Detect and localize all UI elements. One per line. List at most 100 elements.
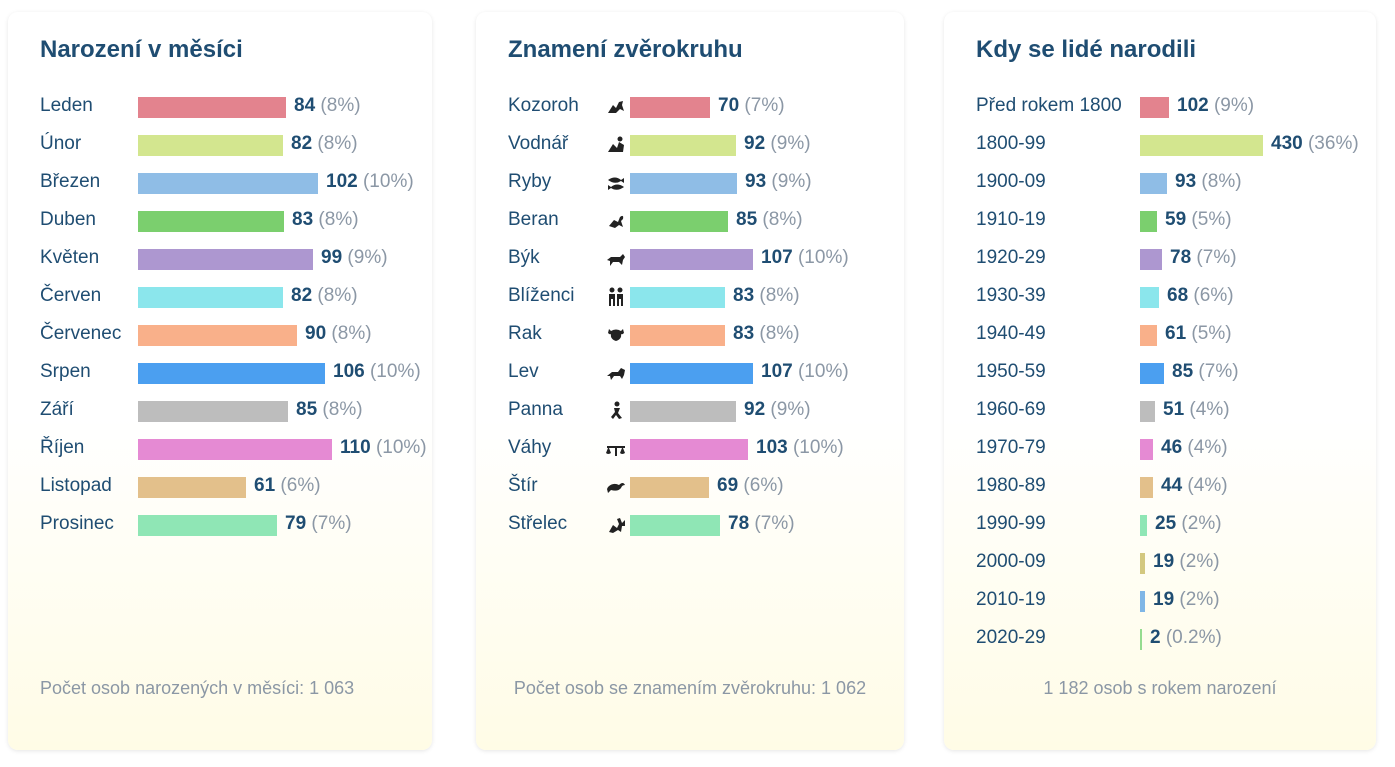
value-number: 85 bbox=[736, 209, 758, 230]
bar bbox=[138, 135, 283, 156]
bar-row-blizenci: Blíženci 83 (8%) bbox=[508, 279, 904, 317]
bar-row-brezen: Březen 102 (10%) bbox=[40, 165, 432, 203]
value-percent: (36%) bbox=[1307, 133, 1359, 154]
value-label: 79 (7%) bbox=[285, 513, 352, 535]
value-number: 430 bbox=[1271, 133, 1303, 154]
zodiac-chart: Kozoroh 70 (7%) Vodnář 92 (9%) Ryby 93 (9%) Be… bbox=[508, 89, 904, 545]
value-label: 93 (8%) bbox=[1175, 171, 1242, 193]
value-label: 61 (6%) bbox=[254, 475, 321, 497]
aquarius-icon bbox=[608, 136, 624, 152]
bar-row-pred-rokem-1800: Před rokem 1800 102 (9%) bbox=[976, 89, 1376, 127]
bar bbox=[630, 211, 728, 232]
value-number: 68 bbox=[1167, 285, 1189, 306]
bar bbox=[138, 477, 246, 498]
pisces-icon bbox=[608, 177, 624, 190]
bar-row-zari: Září 85 (8%) bbox=[40, 393, 432, 431]
category-label: 2000-09 bbox=[976, 551, 1046, 572]
value-label: 110 (10%) bbox=[340, 437, 427, 459]
category-label: Srpen bbox=[40, 361, 91, 382]
category-label: Červen bbox=[40, 285, 102, 306]
category-label: Štír bbox=[508, 475, 538, 496]
value-percent: (6%) bbox=[1193, 285, 1234, 306]
card-footer: 1 182 osob s rokem narození bbox=[1043, 678, 1277, 698]
value-number: 102 bbox=[326, 171, 358, 192]
bar bbox=[630, 287, 725, 308]
value-label: 82 (8%) bbox=[291, 285, 358, 307]
value-percent: (8%) bbox=[331, 323, 372, 344]
bar bbox=[630, 325, 725, 346]
category-label: Ryby bbox=[508, 171, 552, 192]
bar bbox=[1140, 325, 1157, 346]
value-label: 19 (2%) bbox=[1153, 551, 1220, 573]
value-percent: (10%) bbox=[797, 247, 849, 268]
value-percent: (5%) bbox=[1191, 209, 1232, 230]
category-label: Březen bbox=[40, 171, 101, 192]
value-number: 51 bbox=[1163, 399, 1185, 420]
value-number: 82 bbox=[291, 285, 313, 306]
value-label: 59 (5%) bbox=[1165, 209, 1232, 231]
birth-period-card: Kdy se lidé narodili Před rokem 1800 102 … bbox=[944, 12, 1376, 750]
bar bbox=[630, 363, 753, 384]
bar-row-vodnar: Vodnář 92 (9%) bbox=[508, 127, 904, 165]
value-label: 92 (9%) bbox=[744, 399, 811, 421]
card-title: Kdy se lidé narodili bbox=[976, 36, 1197, 63]
bar-row-1910-19: 1910-19 59 (5%) bbox=[976, 203, 1376, 241]
value-number: 103 bbox=[756, 437, 788, 458]
card-footer: Počet osob narozených v měsíci: 1 063 bbox=[40, 678, 355, 698]
bar-row-ryby: Ryby 93 (9%) bbox=[508, 165, 904, 203]
card-footer: Počet osob se znamením zvěrokruhu: 1 062 bbox=[513, 678, 867, 698]
scorpio-icon bbox=[607, 483, 625, 493]
value-percent: (5%) bbox=[1191, 323, 1232, 344]
value-percent: (8%) bbox=[318, 209, 359, 230]
value-label: 85 (7%) bbox=[1172, 361, 1239, 383]
value-label: 82 (8%) bbox=[291, 133, 358, 155]
libra-icon bbox=[606, 446, 625, 456]
value-number: 61 bbox=[1165, 323, 1187, 344]
value-number: 93 bbox=[745, 171, 767, 192]
value-percent: (10%) bbox=[362, 171, 414, 192]
category-label: 1960-69 bbox=[976, 399, 1046, 420]
value-label: 61 (5%) bbox=[1165, 323, 1232, 345]
category-label: 1950-59 bbox=[976, 361, 1046, 382]
value-number: 92 bbox=[744, 399, 766, 420]
bar-row-1990-99: 1990-99 25 (2%) bbox=[976, 507, 1376, 545]
value-percent: (0.2%) bbox=[1165, 627, 1222, 648]
bar-row-stir: Štír 69 (6%) bbox=[508, 469, 904, 507]
birth-month-chart: Leden 84 (8%) Únor 82 (8%) Březen 102 (10%) Du… bbox=[40, 89, 432, 545]
bar-row-byk: Býk 107 (10%) bbox=[508, 241, 904, 279]
category-label: 1900-09 bbox=[976, 171, 1046, 192]
bar-row-duben: Duben 83 (8%) bbox=[40, 203, 432, 241]
value-percent: (9%) bbox=[771, 171, 812, 192]
value-percent: (8%) bbox=[759, 323, 800, 344]
bar bbox=[1140, 477, 1153, 498]
bar bbox=[138, 401, 288, 422]
value-percent: (10%) bbox=[797, 361, 849, 382]
bar-row-beran: Beran 85 (8%) bbox=[508, 203, 904, 241]
bar-row-rak: Rak 83 (8%) bbox=[508, 317, 904, 355]
value-number: 2 bbox=[1150, 627, 1161, 648]
value-label: 107 (10%) bbox=[761, 361, 849, 383]
value-number: 79 bbox=[285, 513, 307, 534]
bar-row-1980-89: 1980-89 44 (4%) bbox=[976, 469, 1376, 507]
value-label: 78 (7%) bbox=[1170, 247, 1237, 269]
value-number: 61 bbox=[254, 475, 276, 496]
category-label: Býk bbox=[508, 247, 540, 268]
virgo-icon bbox=[611, 401, 622, 419]
value-label: 84 (8%) bbox=[294, 95, 361, 117]
bar-row-kveten: Květen 99 (9%) bbox=[40, 241, 432, 279]
category-label: 2010-19 bbox=[976, 589, 1046, 610]
value-percent: (8%) bbox=[317, 133, 358, 154]
value-label: 93 (9%) bbox=[745, 171, 812, 193]
leo-icon bbox=[607, 368, 625, 380]
category-label: Váhy bbox=[508, 437, 552, 458]
value-label: 69 (6%) bbox=[717, 475, 784, 497]
value-number: 82 bbox=[291, 133, 313, 154]
category-label: 2020-29 bbox=[976, 627, 1046, 648]
card-title: Narození v měsíci bbox=[40, 36, 243, 63]
bar bbox=[1140, 515, 1147, 536]
category-label: Kozoroh bbox=[508, 95, 579, 116]
value-number: 70 bbox=[718, 95, 740, 116]
value-label: 51 (4%) bbox=[1163, 399, 1230, 421]
value-label: 103 (10%) bbox=[756, 437, 844, 459]
category-label: 1940-49 bbox=[976, 323, 1046, 344]
